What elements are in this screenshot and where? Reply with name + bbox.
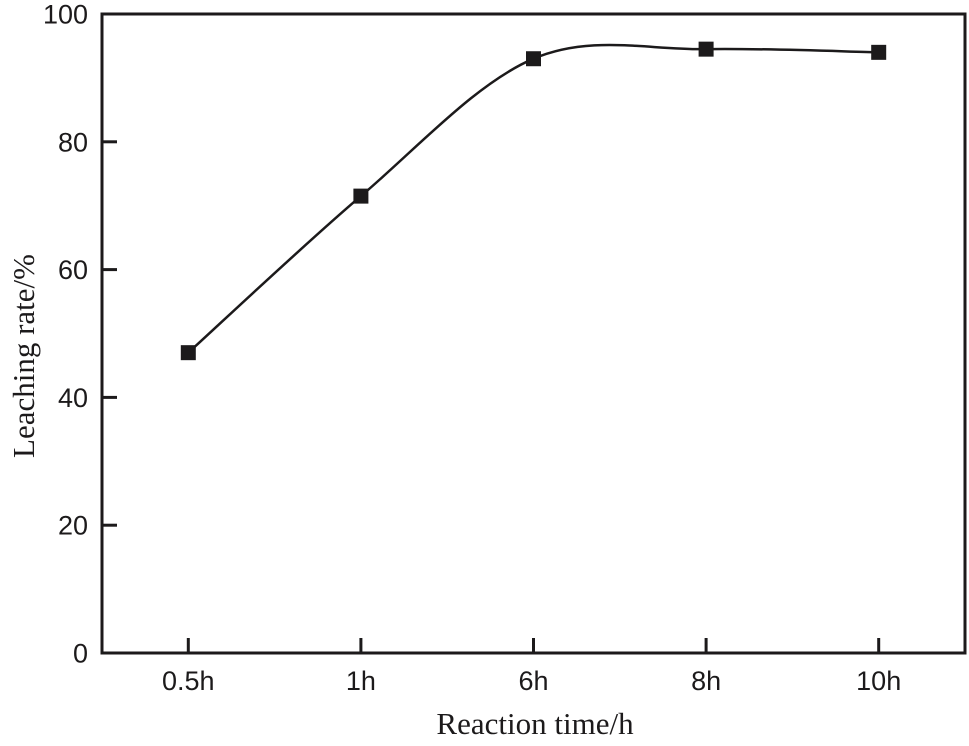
x-axis-title: Reaction time/h (436, 706, 634, 741)
x-tick-label: 1h (346, 666, 376, 696)
y-tick-label: 80 (58, 127, 88, 157)
y-tick-label: 0 (73, 639, 88, 669)
plot-border (100, 12, 967, 655)
x-tick-label: 10h (856, 666, 901, 696)
data-point-marker (871, 44, 887, 60)
y-tick-label: 20 (58, 511, 88, 541)
x-tick-label: 6h (518, 666, 548, 696)
data-line (187, 43, 879, 354)
y-axis-title: Leaching rate/% (6, 254, 41, 458)
data-point-marker (353, 188, 369, 204)
y-tick-label: 100 (43, 0, 88, 30)
x-tick-label: 0.5h (162, 666, 215, 696)
y-tick-label: 60 (58, 255, 88, 285)
data-point-marker (526, 51, 541, 67)
data-point-marker (180, 345, 196, 361)
y-tick-label: 40 (58, 383, 88, 413)
data-point-marker (698, 41, 714, 57)
x-tick-label: 8h (691, 666, 721, 696)
